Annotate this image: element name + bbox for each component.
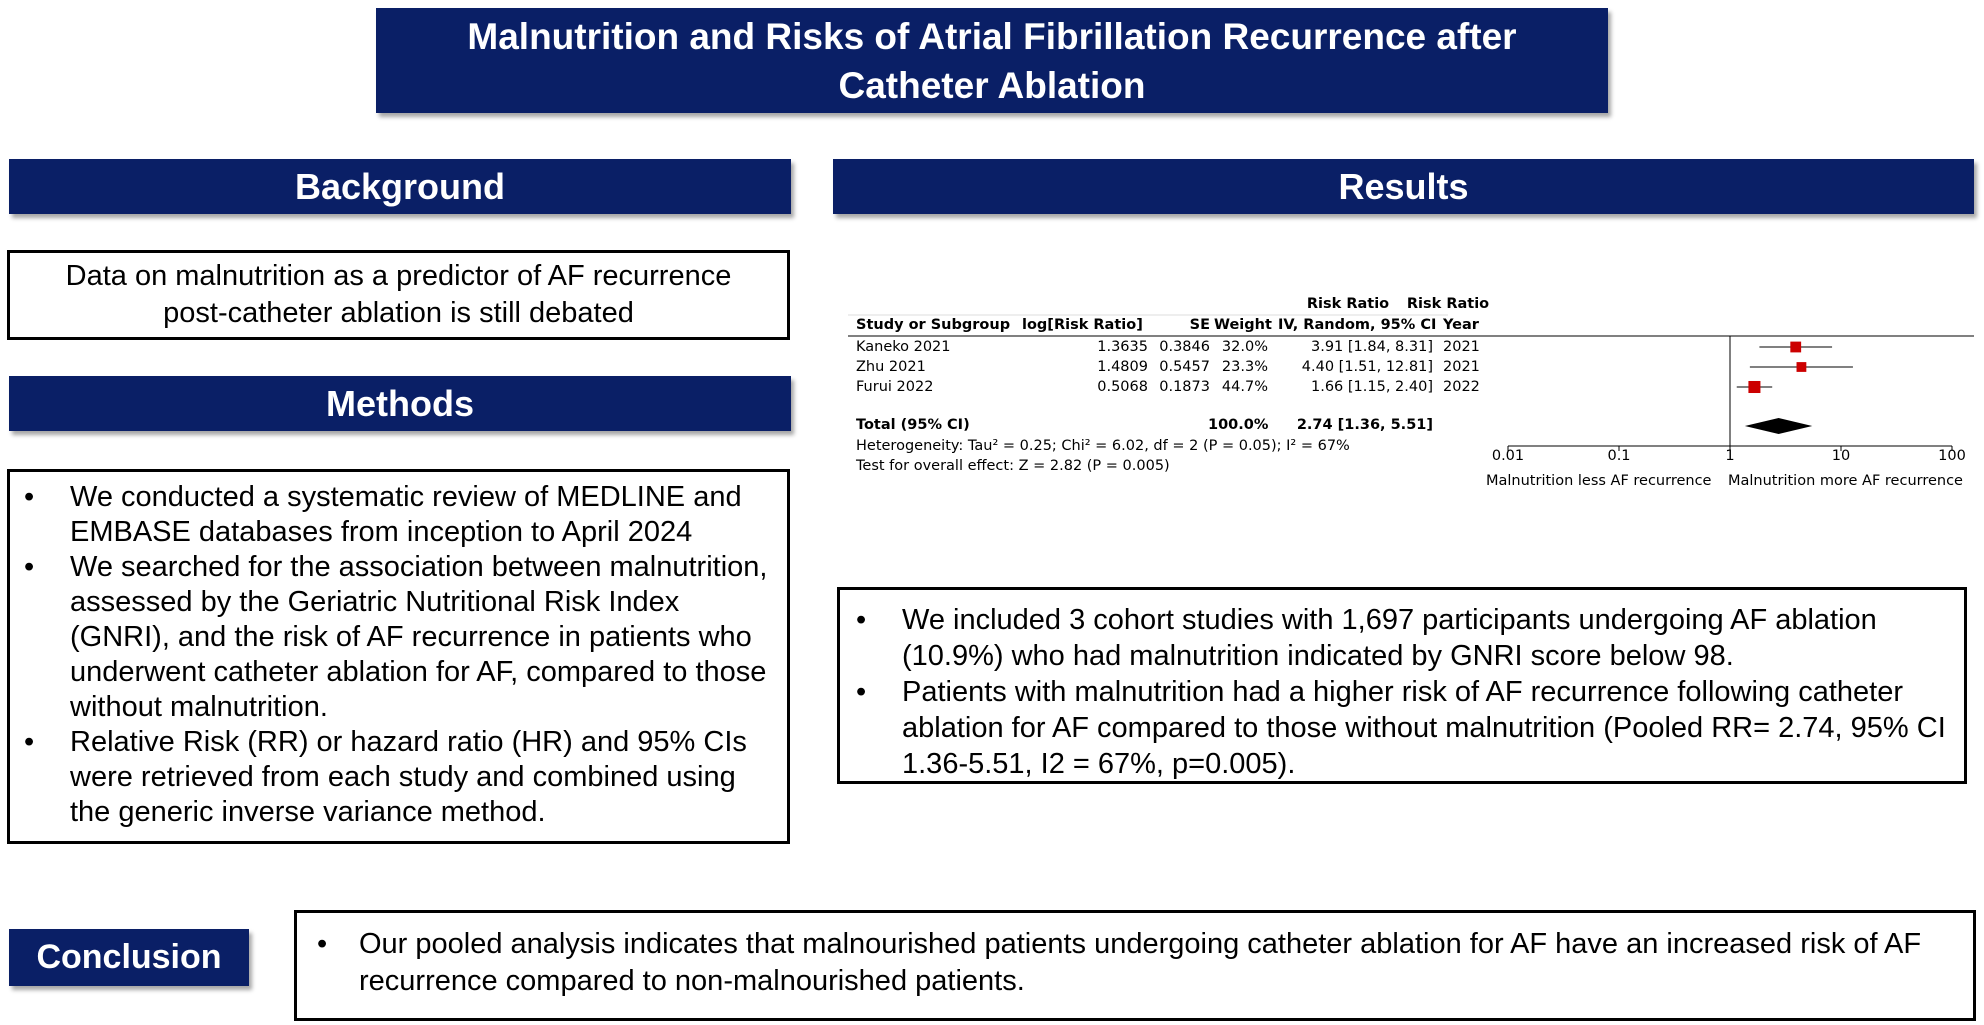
favours-left-label: Malnutrition less AF recurrence: [1486, 473, 1712, 489]
methods-bullet: We searched for the association between …: [10, 550, 773, 725]
col-se: SE: [1189, 317, 1210, 333]
results-bullet: We included 3 cohort studies with 1,697 …: [840, 602, 1948, 674]
favours-right-label: Malnutrition more AF recurrence: [1728, 473, 1963, 489]
results-bullet: Patients with malnutrition had a higher …: [840, 674, 1948, 782]
study-weight: 23.3%: [1221, 359, 1268, 375]
col-ci: IV, Random, 95% CI: [1278, 317, 1437, 333]
title-line-2: Catheter Ablation: [838, 64, 1146, 106]
study-logrr: 0.5068: [1097, 379, 1148, 395]
poster-title: Malnutrition and Risks of Atrial Fibrill…: [376, 8, 1608, 113]
study-year: 2021: [1443, 339, 1480, 355]
axis-tick-label: 0.01: [1491, 448, 1525, 464]
study-name: Kaneko 2021: [856, 339, 951, 355]
axis-tick-label: 100: [1938, 448, 1966, 464]
total-weight: 100.0%: [1208, 417, 1269, 433]
title-line-1: Malnutrition and Risks of Atrial Fibrill…: [467, 15, 1517, 57]
study-marker: [1748, 380, 1761, 394]
conclusion-header: Conclusion: [9, 929, 249, 986]
rr-header-top: Risk Ratio: [1306, 296, 1390, 312]
methods-bullet: Relative Risk (RR) or hazard ratio (HR) …: [10, 725, 773, 830]
study-marker: [1796, 362, 1807, 372]
study-name: Furui 2022: [856, 379, 934, 395]
results-box: We included 3 cohort studies with 1,697 …: [837, 587, 1967, 784]
study-logrr: 1.3635: [1097, 339, 1148, 355]
axis-tick-label: 0.1: [1607, 448, 1631, 464]
study-weight: 44.7%: [1221, 379, 1268, 395]
study-ci: 3.91 [1.84, 8.31]: [1311, 339, 1433, 355]
study-name: Zhu 2021: [856, 359, 926, 375]
forest-plot-graphic: [848, 314, 1974, 451]
col-year: Year: [1443, 317, 1479, 333]
axis-tick-label: 10: [1831, 448, 1851, 464]
study-se: 0.3846: [1159, 339, 1210, 355]
forest-plot: Risk Ratio Risk Ratio Study or Subgroup …: [848, 296, 1974, 496]
study-year: 2022: [1443, 379, 1480, 395]
study-ci: 4.40 [1.51, 12.81]: [1301, 359, 1433, 375]
plot-header-top: Risk Ratio: [1406, 296, 1490, 312]
overall-effect-text: Test for overall effect: Z = 2.82 (P = 0…: [856, 458, 1170, 474]
study-logrr: 1.4809: [1097, 359, 1148, 375]
background-line-2: post-catheter ablation is still debated: [163, 297, 634, 329]
conclusion-box: Our pooled analysis indicates that malno…: [294, 910, 1976, 1021]
study-weight: 32.0%: [1221, 339, 1268, 355]
heterogeneity-text: Heterogeneity: Tau² = 0.25; Chi² = 6.02,…: [856, 438, 1350, 454]
study-year: 2021: [1443, 359, 1480, 375]
study-marker: [1790, 341, 1802, 353]
methods-box: We conducted a systematic review of MEDL…: [7, 469, 790, 844]
col-weight: Weight: [1214, 317, 1272, 333]
results-header: Results: [833, 159, 1974, 214]
study-se: 0.5457: [1159, 359, 1210, 375]
background-header: Background: [9, 159, 791, 214]
total-label: Total (95% CI): [856, 417, 970, 433]
pooled-diamond: [1744, 418, 1813, 434]
background-line-1: Data on malnutrition as a predictor of A…: [65, 260, 732, 292]
study-ci: 1.66 [1.15, 2.40]: [1311, 379, 1433, 395]
study-se: 0.1873: [1159, 379, 1210, 395]
col-study: Study or Subgroup: [856, 317, 1011, 333]
total-ci: 2.74 [1.36, 5.51]: [1296, 417, 1433, 433]
methods-bullet: We conducted a systematic review of MEDL…: [10, 480, 773, 550]
axis-tick-label: 1: [1725, 448, 1735, 464]
conclusion-bullet: Our pooled analysis indicates that malno…: [297, 926, 1959, 1000]
col-logrr: log[Risk Ratio]: [1022, 317, 1143, 333]
methods-header: Methods: [9, 376, 791, 431]
background-box: Data on malnutrition as a predictor of A…: [7, 250, 790, 340]
